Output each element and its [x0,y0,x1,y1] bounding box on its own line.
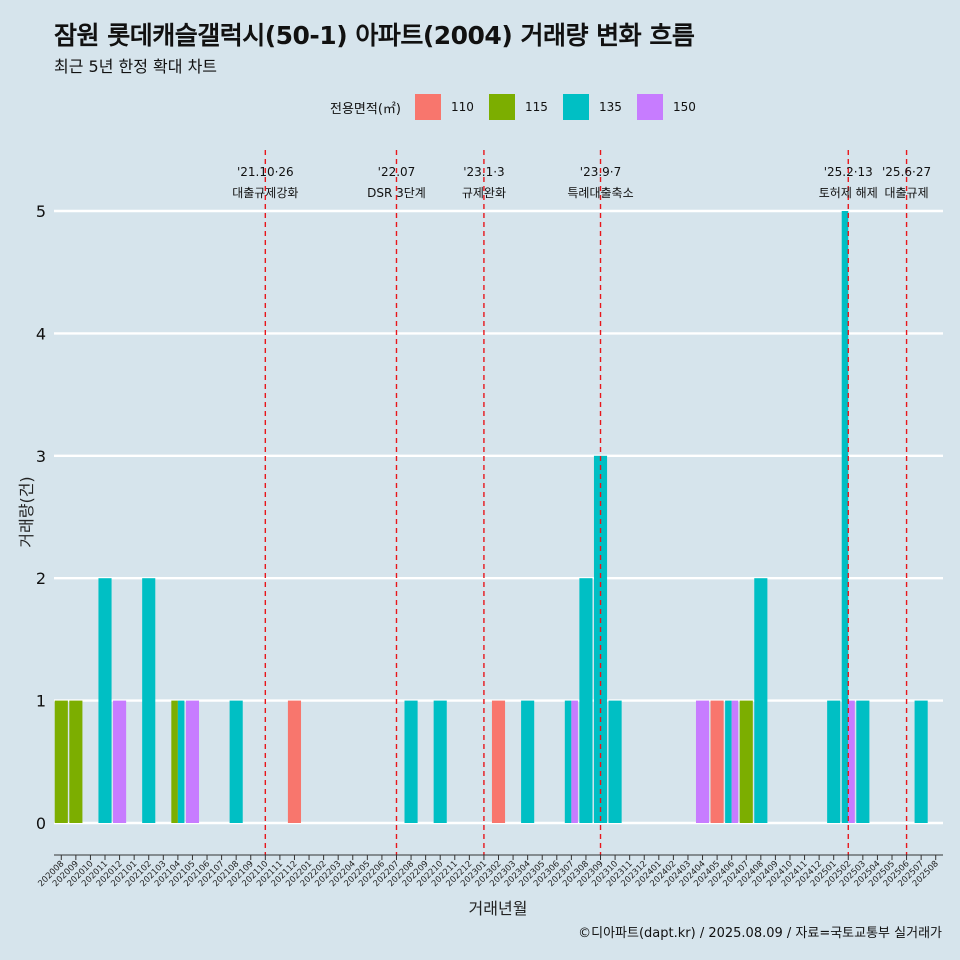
legend-item-110: 110 [414,94,479,120]
y-tick-label-4: 4 [36,324,46,343]
bar-202503-135 [856,700,870,823]
bar-202308-135 [579,578,593,823]
legend-swatch-150 [636,94,663,120]
legend-label-115: 115 [524,100,548,114]
bar-202307-135 [564,700,572,823]
bar-202307-150 [571,700,578,823]
legend-label-110: 110 [450,100,474,114]
bar-202507-135 [914,700,928,823]
legend-label-150: 150 [672,100,696,114]
event-label-202502: 토허제 해제 [819,186,878,200]
event-date-202506: '25.6·27 [882,165,931,179]
event-date-202309: '23.9·7 [580,165,621,179]
bar-202304-135 [521,700,535,823]
event-label-202207: DSR 3단계 [367,186,426,200]
bar-202208-135 [404,700,418,823]
event-lines [264,150,908,855]
bar-202502-150 [848,700,855,823]
bar-202501-135 [827,700,841,823]
y-tick-label-0: 0 [36,814,46,833]
event-date-202110: '21.10·26 [237,165,294,179]
y-tick-label-3: 3 [36,447,46,466]
bar-202406-135 [725,700,732,823]
bar-202408-135 [754,578,768,823]
bar-202112-110 [287,700,302,823]
bar-202011-135 [98,578,112,823]
footer-credit: ©디아파트(dapt.kr) / 2025.08.09 / 자료=국토교통부 실… [578,926,942,941]
event-date-202301: '23.1·3 [463,165,504,179]
legend-title: 전용면적(㎡) [330,101,401,117]
y-tick-label-2: 2 [36,569,46,588]
bar-202310-135 [608,700,622,823]
event-label-202301: 규제완화 [462,186,506,200]
bar-202012-150 [113,700,127,823]
bar-202502-135 [841,211,849,823]
bar-202008-115 [54,700,68,823]
y-tick-label-1: 1 [36,692,46,711]
bar-202104-135 [177,700,185,823]
y-tick-label-5: 5 [36,202,46,221]
bar-202102-135 [142,578,156,823]
bars [54,211,928,823]
event-annotations: '21.10·26 대출규제강화 '22.07 DSR 3단계 '23.1·3 규제완화 '… [232,165,931,200]
legend-item-115: 115 [488,94,553,120]
legend-swatch-110 [414,94,441,120]
bar-202210-135 [433,700,447,823]
page-subtitle: 최근 5년 한정 확대 차트 [54,57,218,76]
event-date-202207: '22.07 [378,165,416,179]
legend-label-135: 135 [598,100,622,114]
page-title: 잠원 롯데캐슬갤럭시(50-1) 아파트(2004) 거래량 변화 흐름 [54,21,695,50]
bar-202105-150 [185,700,200,823]
legend-item-135: 135 [562,94,627,120]
x-axis-title: 거래년월 [469,899,528,918]
event-label-202506: 대출규제 [884,186,928,200]
bar-202302-110 [491,700,506,823]
y-axis: 0 1 2 3 4 5 [36,202,46,833]
bar-202406-150 [731,700,739,823]
bar-202009-115 [69,700,83,823]
bar-202104-115 [171,700,178,823]
event-label-202309: 특례대출축소 [567,186,633,200]
legend-swatch-115 [488,94,515,120]
event-date-202502: '25.2·13 [824,165,873,179]
bar-202407-115 [739,700,753,823]
bar-202108-135 [229,700,243,823]
legend-item-150: 150 [636,94,701,120]
legend: 전용면적(㎡) 110 115 135 150 [330,93,711,121]
bar-202404-150 [695,700,710,823]
y-axis-title: 거래량(건) [17,476,36,547]
bar-202405-110 [710,700,724,823]
x-axis: 2020082020092020102020112020122021012021… [36,854,943,889]
legend-swatch-135 [562,94,589,120]
event-label-202110: 대출규제강화 [232,186,298,200]
